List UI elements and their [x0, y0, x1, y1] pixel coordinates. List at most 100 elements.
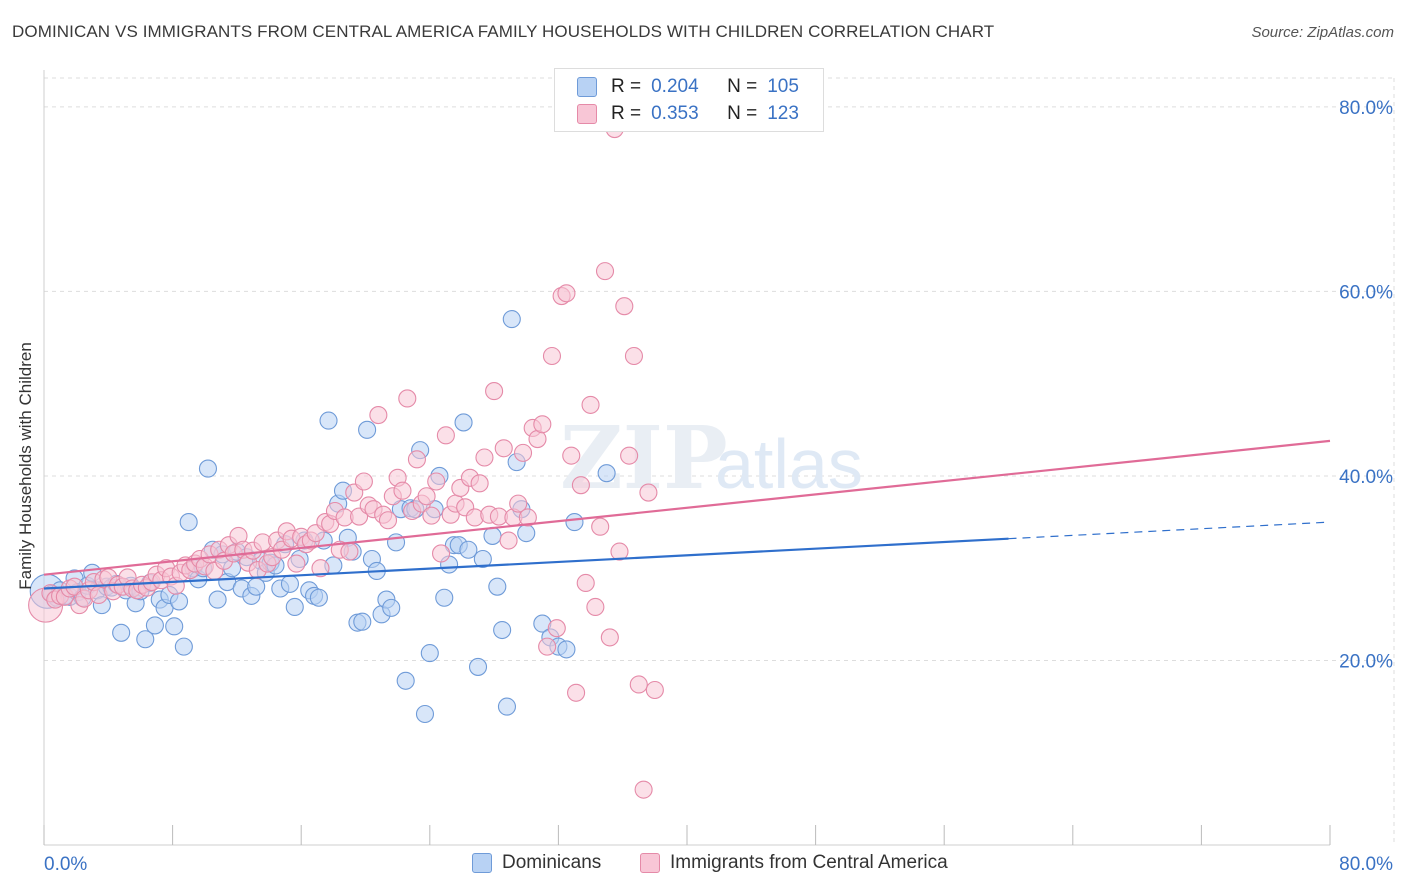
- chart-title: DOMINICAN VS IMMIGRANTS FROM CENTRAL AME…: [12, 22, 995, 41]
- point-central-america: [432, 544, 451, 563]
- point-dominicans: [459, 540, 478, 559]
- point-central-america: [624, 346, 644, 366]
- point-central-america: [340, 542, 359, 561]
- correlation-legend: R = 0.204 N = 105 R = 0.353 N = 123: [554, 68, 824, 132]
- point-dominicans: [473, 549, 492, 569]
- point-central-america: [591, 517, 610, 536]
- legend-row-dominicans: R = 0.204 N = 105: [577, 74, 799, 100]
- legend-label-central-america: Immigrants from Central America: [670, 852, 948, 873]
- legend-item-central-america[interactable]: Immigrants from Central America: [640, 852, 948, 874]
- legend-n-value: 123: [767, 103, 799, 124]
- point-central-america: [398, 389, 417, 408]
- point-central-america: [581, 395, 600, 414]
- point-central-america: [378, 511, 398, 530]
- point-central-america: [600, 628, 619, 647]
- point-dominicans: [382, 598, 401, 617]
- y-tick-label: 80.0%: [1339, 98, 1393, 119]
- point-dominicans: [208, 590, 227, 609]
- legend-r-value: 0.204: [651, 76, 699, 97]
- point-central-america: [533, 415, 552, 434]
- point-dominicans: [145, 616, 164, 635]
- point-central-america: [571, 476, 590, 495]
- point-central-america: [595, 262, 615, 281]
- point-dominicans: [285, 597, 304, 617]
- axes: [43, 70, 1331, 846]
- point-dominicans: [435, 588, 454, 607]
- point-dominicans: [358, 420, 377, 439]
- point-central-america: [629, 675, 648, 694]
- point-dominicans: [502, 310, 521, 329]
- point-dominicans: [454, 413, 473, 432]
- point-central-america: [615, 297, 634, 316]
- point-central-america: [634, 780, 653, 799]
- point-central-america: [567, 683, 586, 702]
- point-central-america: [427, 472, 446, 491]
- point-central-america: [485, 382, 504, 401]
- point-dominicans: [179, 513, 198, 532]
- y-tick-label: 60.0%: [1339, 282, 1393, 303]
- legend-n-value: 105: [767, 76, 799, 97]
- tick-labels: 20.0% 40.0% 60.0% 80.0% 0.0% 80.0%: [44, 98, 1393, 875]
- legend-swatch-pink: [640, 853, 660, 873]
- point-central-america: [393, 481, 412, 500]
- trend-lines: [43, 439, 1331, 590]
- x-tick-label: 80.0%: [1339, 854, 1393, 875]
- legend-row-central-america: R = 0.353 N = 123: [577, 101, 799, 127]
- legend-r-label: R =: [611, 76, 642, 97]
- point-dominicans: [420, 644, 439, 663]
- point-central-america: [557, 284, 576, 303]
- point-dominicans: [415, 704, 435, 724]
- point-dominicans: [319, 411, 338, 430]
- point-central-america: [639, 483, 658, 502]
- point-dominicans: [517, 524, 536, 543]
- point-dominicans: [565, 513, 584, 532]
- point-central-america: [422, 506, 441, 525]
- legend-swatch-blue: [577, 77, 597, 97]
- point-dominicans: [198, 459, 218, 478]
- legend-n-label: N =: [727, 103, 758, 124]
- point-central-america: [369, 406, 388, 425]
- point-central-america: [620, 446, 639, 465]
- point-dominicans: [597, 464, 616, 483]
- legend-r-value: 0.353: [651, 103, 699, 124]
- legend-label-dominicans: Dominicans: [502, 852, 602, 873]
- point-dominicans: [280, 574, 299, 593]
- source-label: Source: ZipAtlas.com: [1251, 24, 1394, 41]
- point-central-america: [436, 426, 455, 445]
- x-tick-label: 0.0%: [44, 854, 87, 875]
- point-dominicans: [557, 640, 576, 659]
- point-central-america: [610, 542, 629, 561]
- point-central-america: [407, 450, 426, 469]
- point-central-america: [287, 554, 306, 573]
- point-dominicans: [174, 637, 193, 656]
- point-central-america: [475, 448, 494, 467]
- legend-n-label: N =: [727, 76, 758, 97]
- point-dominicans: [309, 588, 328, 607]
- trend-line-dominicans: [43, 537, 1009, 590]
- point-central-america: [509, 494, 528, 513]
- point-dominicans: [493, 620, 512, 640]
- legend-swatch-blue: [472, 853, 492, 873]
- point-central-america: [547, 619, 566, 638]
- point-central-america: [513, 443, 533, 462]
- point-central-america: [311, 559, 330, 578]
- point-dominicans: [136, 630, 155, 649]
- legend-swatch-pink: [577, 104, 597, 124]
- point-dominicans: [488, 577, 507, 596]
- point-central-america: [645, 680, 664, 700]
- point-dominicans: [353, 612, 372, 631]
- point-dominicans: [165, 617, 184, 636]
- trend-line-dominicans-extension: [1008, 521, 1331, 540]
- point-dominicans: [169, 592, 189, 611]
- y-tick-label: 20.0%: [1339, 651, 1393, 672]
- watermark-text: atlas: [715, 425, 863, 503]
- point-central-america: [538, 637, 557, 656]
- y-tick-label: 40.0%: [1339, 467, 1393, 488]
- point-dominicans: [396, 671, 415, 690]
- point-central-america: [586, 597, 605, 617]
- point-central-america: [542, 346, 562, 366]
- y-axis-label-text: Family Households with Children: [16, 342, 35, 590]
- legend-item-dominicans[interactable]: Dominicans: [472, 852, 601, 874]
- y-axis-label: Family Households with Children: [16, 342, 36, 590]
